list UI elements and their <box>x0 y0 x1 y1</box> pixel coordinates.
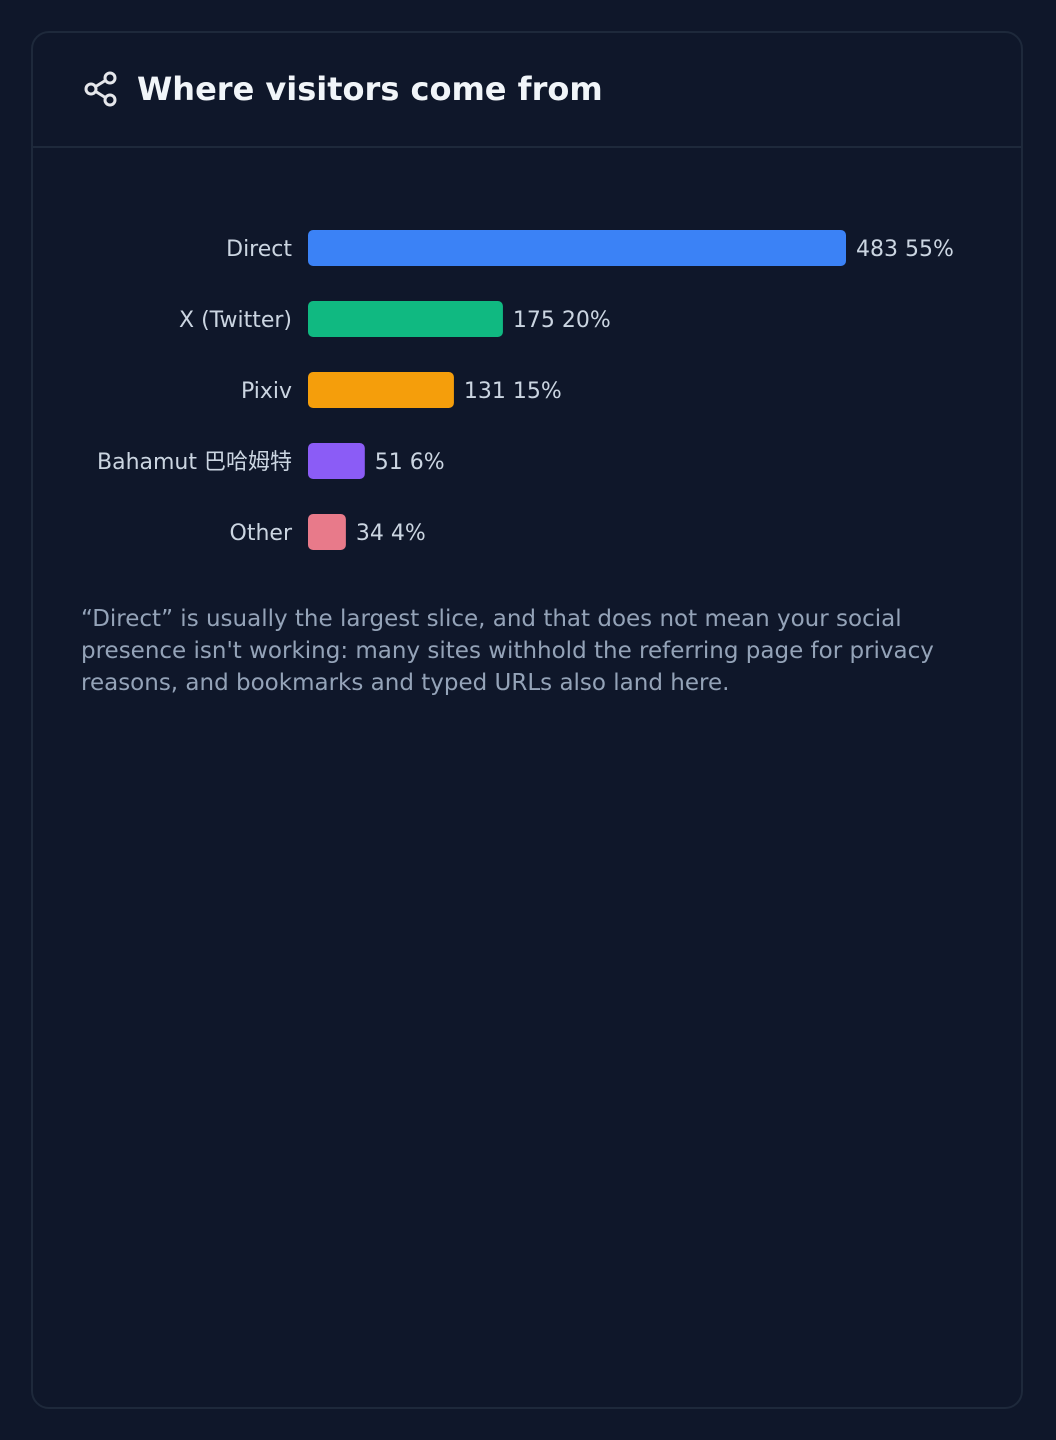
bar-value-label: 34 4% <box>356 521 426 546</box>
bar[interactable] <box>308 301 503 337</box>
category-label: Bahamut 巴哈姆特 <box>97 450 292 475</box>
category-label: Pixiv <box>241 379 292 404</box>
bar[interactable] <box>308 443 365 479</box>
category-label: Direct <box>226 237 292 262</box>
card-title: Where visitors come from <box>137 70 603 108</box>
bar[interactable] <box>308 514 346 550</box>
bar-value-label: 483 55% <box>856 237 954 262</box>
bar[interactable] <box>308 230 846 266</box>
bar-value-label: 131 15% <box>464 379 562 404</box>
bar-value-label: 51 6% <box>375 450 445 475</box>
bar-chart-svg: Direct 483 55% X (Twitter) 175 20% Pixiv 131 … <box>97 230 954 550</box>
bar-value-label: 175 20% <box>513 308 611 333</box>
referrer-chart: Direct 483 55% X (Twitter) 175 20% Pixiv 131 … <box>33 208 1021 568</box>
category-label: X (Twitter) <box>179 308 292 333</box>
card-header: Where visitors come from <box>33 33 1021 148</box>
direct-traffic-note: “Direct” is usually the largest slice, a… <box>81 606 934 696</box>
bar[interactable] <box>308 372 454 408</box>
share-icon <box>84 71 117 107</box>
referrer-card: Where visitors come from Direct 483 55% X … <box>31 31 1023 1409</box>
category-label: Other <box>230 521 293 546</box>
